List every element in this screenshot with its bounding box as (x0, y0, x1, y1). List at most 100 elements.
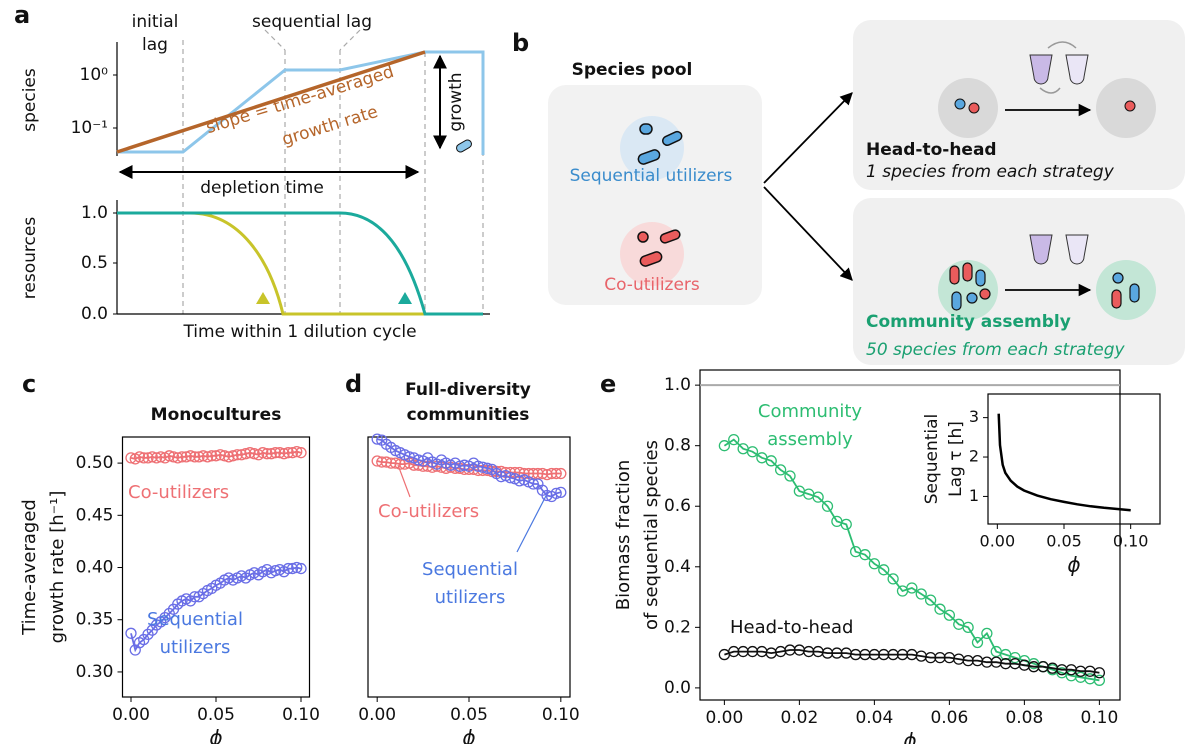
data-point (295, 562, 307, 575)
data-point (555, 486, 567, 498)
data-point (746, 446, 759, 458)
data-point (240, 448, 252, 460)
data-point (184, 450, 197, 462)
y-tick-label: 0.5 (81, 253, 108, 273)
data-point (189, 451, 201, 463)
y-tick-label: 3 (969, 407, 979, 426)
data-point (550, 467, 562, 480)
series-line (723, 438, 1100, 682)
x-tick-label: 0.00 (112, 705, 150, 725)
x-tick-label: 0.00 (358, 705, 396, 725)
data-point (718, 440, 731, 452)
annotation: sequential lag (252, 12, 372, 32)
y-axis-label: Biomass fraction (613, 460, 634, 611)
data-point (389, 457, 402, 469)
y-axis-label: of sequential species (641, 440, 662, 630)
data-point (133, 451, 146, 463)
x-tick-label: 0.05 (1046, 532, 1082, 551)
data-point (206, 450, 218, 462)
data-point (163, 607, 175, 620)
box-title: Head-to-head (866, 140, 997, 160)
data-point (924, 594, 937, 606)
data-point (536, 467, 549, 480)
data-point (269, 447, 282, 459)
data-point (495, 471, 507, 483)
data-point (545, 467, 558, 480)
data-point (125, 627, 137, 639)
data-point (481, 462, 494, 474)
chart-title: Full-diversity (405, 380, 531, 400)
data-point (371, 455, 383, 467)
panel-label: a (14, 1, 30, 29)
box-title: Community assembly (866, 312, 1071, 332)
box-title: Species pool (572, 60, 693, 80)
annotation: Co-utilizers (128, 482, 229, 503)
data-point (180, 451, 192, 463)
annotation: Sequential (422, 559, 518, 580)
x-tick-label: 0.08 (1005, 708, 1043, 728)
data-point (155, 616, 167, 628)
series-line (997, 413, 1131, 512)
data-point (125, 452, 137, 464)
annotation: utilizers (160, 637, 231, 658)
x-tick-label: 0.00 (980, 532, 1016, 551)
data-point (257, 447, 269, 459)
data-point (859, 549, 871, 561)
annotation: Community (758, 401, 863, 422)
data-point (218, 450, 231, 462)
y-axis-label: Sequential (922, 414, 942, 505)
data-point (248, 448, 260, 460)
data-point (774, 464, 787, 476)
y-tick-label: 0.50 (76, 453, 114, 473)
data-point (295, 447, 307, 459)
panel-a: initial lag sequential lag species 10⁰ 1… (20, 12, 490, 342)
annotation: lag (142, 35, 168, 55)
data-point (167, 451, 180, 463)
data-point (214, 449, 226, 461)
y-tick-label: 0.8 (664, 436, 691, 456)
annotation: assembly (767, 429, 853, 450)
data-point (138, 452, 150, 464)
panel-label: d (345, 370, 362, 398)
group-label: Sequential utilizers (570, 166, 733, 186)
annotation: Head-to-head (730, 617, 853, 638)
x-axis-label: ϕ (1067, 553, 1080, 577)
x-axis-label: ϕ (462, 726, 475, 744)
data-point (718, 648, 731, 661)
data-point (176, 451, 188, 463)
data-point (172, 452, 184, 464)
data-point (513, 475, 526, 487)
data-point (371, 433, 383, 445)
y-axis-label: growth rate [h⁻¹] (47, 491, 68, 644)
data-point (291, 445, 303, 458)
plot-frame (987, 393, 1161, 525)
data-point (142, 452, 154, 464)
x-tick-label: 0.02 (780, 708, 818, 728)
y-tick-label: 0.6 (664, 496, 691, 516)
panel-label: c (22, 370, 36, 398)
data-point (784, 470, 796, 482)
chart-title: Monocultures (151, 405, 282, 425)
data-point (274, 447, 286, 459)
y-axis-label: Time-averaged (19, 499, 40, 636)
data-point (454, 460, 466, 472)
data-point (155, 451, 167, 463)
panel-label: e (600, 370, 616, 398)
y-tick-label: 0.45 (76, 505, 114, 525)
y-tick-label: 0.2 (664, 617, 691, 637)
data-point (868, 558, 881, 570)
data-point (201, 451, 214, 463)
data-point (541, 468, 553, 481)
y-tick-label: 0.30 (76, 662, 114, 682)
x-tick-label: 0.06 (930, 708, 968, 728)
series-line (724, 649, 1100, 674)
x-axis-label: Time within 1 dilution cycle (182, 322, 416, 342)
data-point (765, 455, 777, 467)
data-point (159, 611, 171, 624)
data-point (244, 447, 256, 459)
data-point (1093, 667, 1106, 679)
y-tick-label: 0.40 (76, 558, 114, 578)
data-point (278, 448, 290, 460)
data-point (223, 451, 235, 463)
